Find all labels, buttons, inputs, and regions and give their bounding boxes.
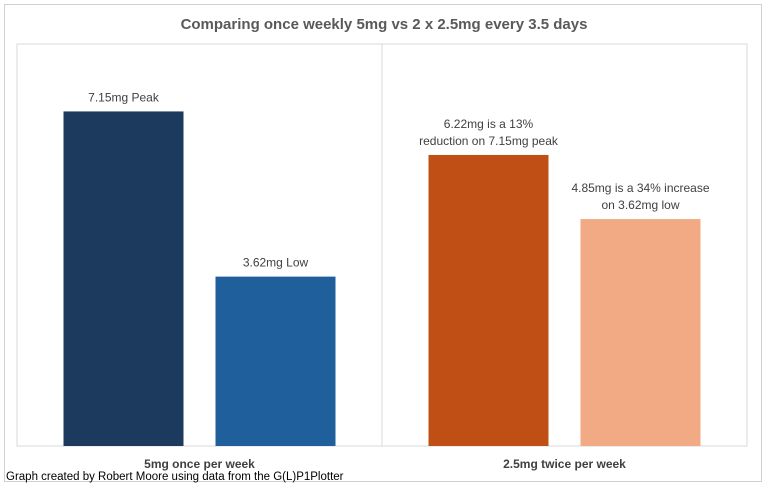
chart-caption: Graph created by Robert Moore using data… xyxy=(6,471,344,483)
data-label: 7.15mg Peak xyxy=(88,90,160,104)
data-label: reduction on 7.15mg peak xyxy=(419,134,559,148)
data-label: 6.22mg is a 13% xyxy=(444,117,534,131)
category-label: 5mg once per week xyxy=(144,457,255,471)
chart-title: Comparing once weekly 5mg vs 2 x 2.5mg e… xyxy=(180,16,588,33)
chart-frame xyxy=(4,4,762,482)
data-label: 4.85mg is a 34% increase xyxy=(571,181,709,195)
bar xyxy=(63,111,184,446)
category-label: 2.5mg twice per week xyxy=(503,457,626,471)
data-label: on 3.62mg low xyxy=(601,198,679,212)
bar xyxy=(428,154,549,446)
bar xyxy=(580,219,701,446)
bar xyxy=(215,276,336,446)
data-label: 3.62mg Low xyxy=(243,256,309,270)
